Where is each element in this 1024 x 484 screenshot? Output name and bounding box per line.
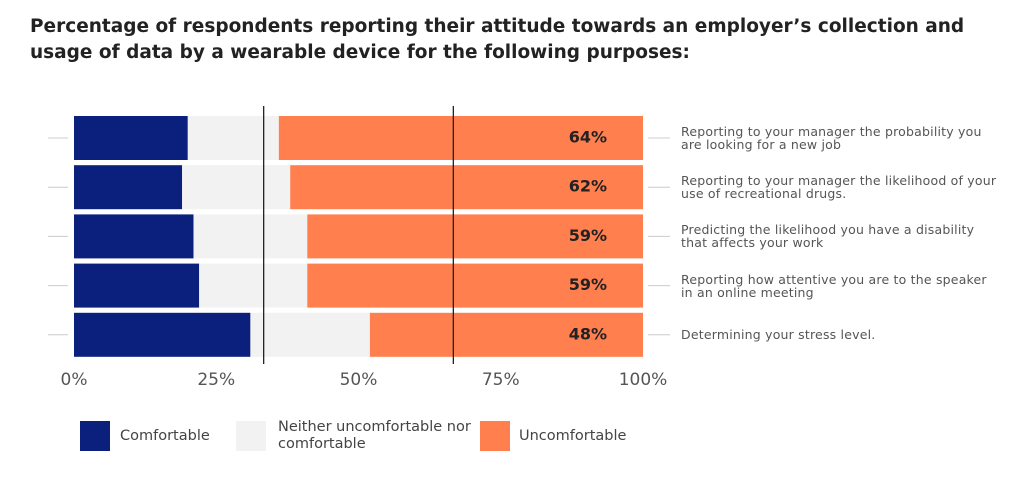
chart-title: Percentage of respondents reporting thei…: [30, 16, 965, 63]
value-label: 62%: [569, 177, 607, 196]
bar-segment: [290, 165, 643, 210]
legend-label: Comfortable: [120, 427, 210, 444]
value-label: 59%: [569, 275, 607, 294]
legend-label: Uncomfortable: [519, 427, 627, 444]
bar-segment: [182, 165, 291, 210]
bar-segment: [193, 214, 308, 259]
bar-segment: [250, 312, 370, 357]
bar-segment: [369, 312, 643, 357]
category-label: Reporting how attentive you are to the s…: [681, 271, 987, 300]
value-label: 48%: [569, 324, 607, 343]
bar-segment: [74, 312, 251, 357]
legend-swatch: [80, 421, 110, 451]
bar-segment: [74, 116, 188, 160]
bar-segment: [74, 165, 183, 210]
value-label: 64%: [569, 128, 607, 147]
x-tick-label: 0%: [61, 370, 88, 390]
category-label: Determining your stress level.: [681, 327, 876, 343]
legend-swatch: [480, 421, 510, 451]
x-tick-label: 100%: [619, 370, 668, 390]
x-tick-label: 75%: [482, 370, 520, 390]
x-tick-label: 50%: [340, 370, 378, 390]
category-label: Reporting to your manager the probabilit…: [681, 124, 982, 152]
bar-segment: [278, 116, 643, 160]
bar-segment: [187, 116, 279, 160]
bar-segment: [307, 214, 643, 259]
bar-segment: [74, 214, 194, 259]
bar-segment: [199, 263, 308, 308]
category-label: Predicting the likelihood you have a dis…: [681, 222, 975, 251]
category-label: Reporting to your manager the likelihood…: [681, 173, 997, 202]
x-tick-label: 25%: [197, 370, 235, 390]
bar-segment: [307, 263, 643, 308]
value-label: 59%: [569, 226, 607, 245]
bar-segment: [74, 263, 200, 308]
legend-swatch: [236, 421, 266, 451]
legend-label: Neither uncomfortable nor comfortable: [278, 419, 471, 452]
